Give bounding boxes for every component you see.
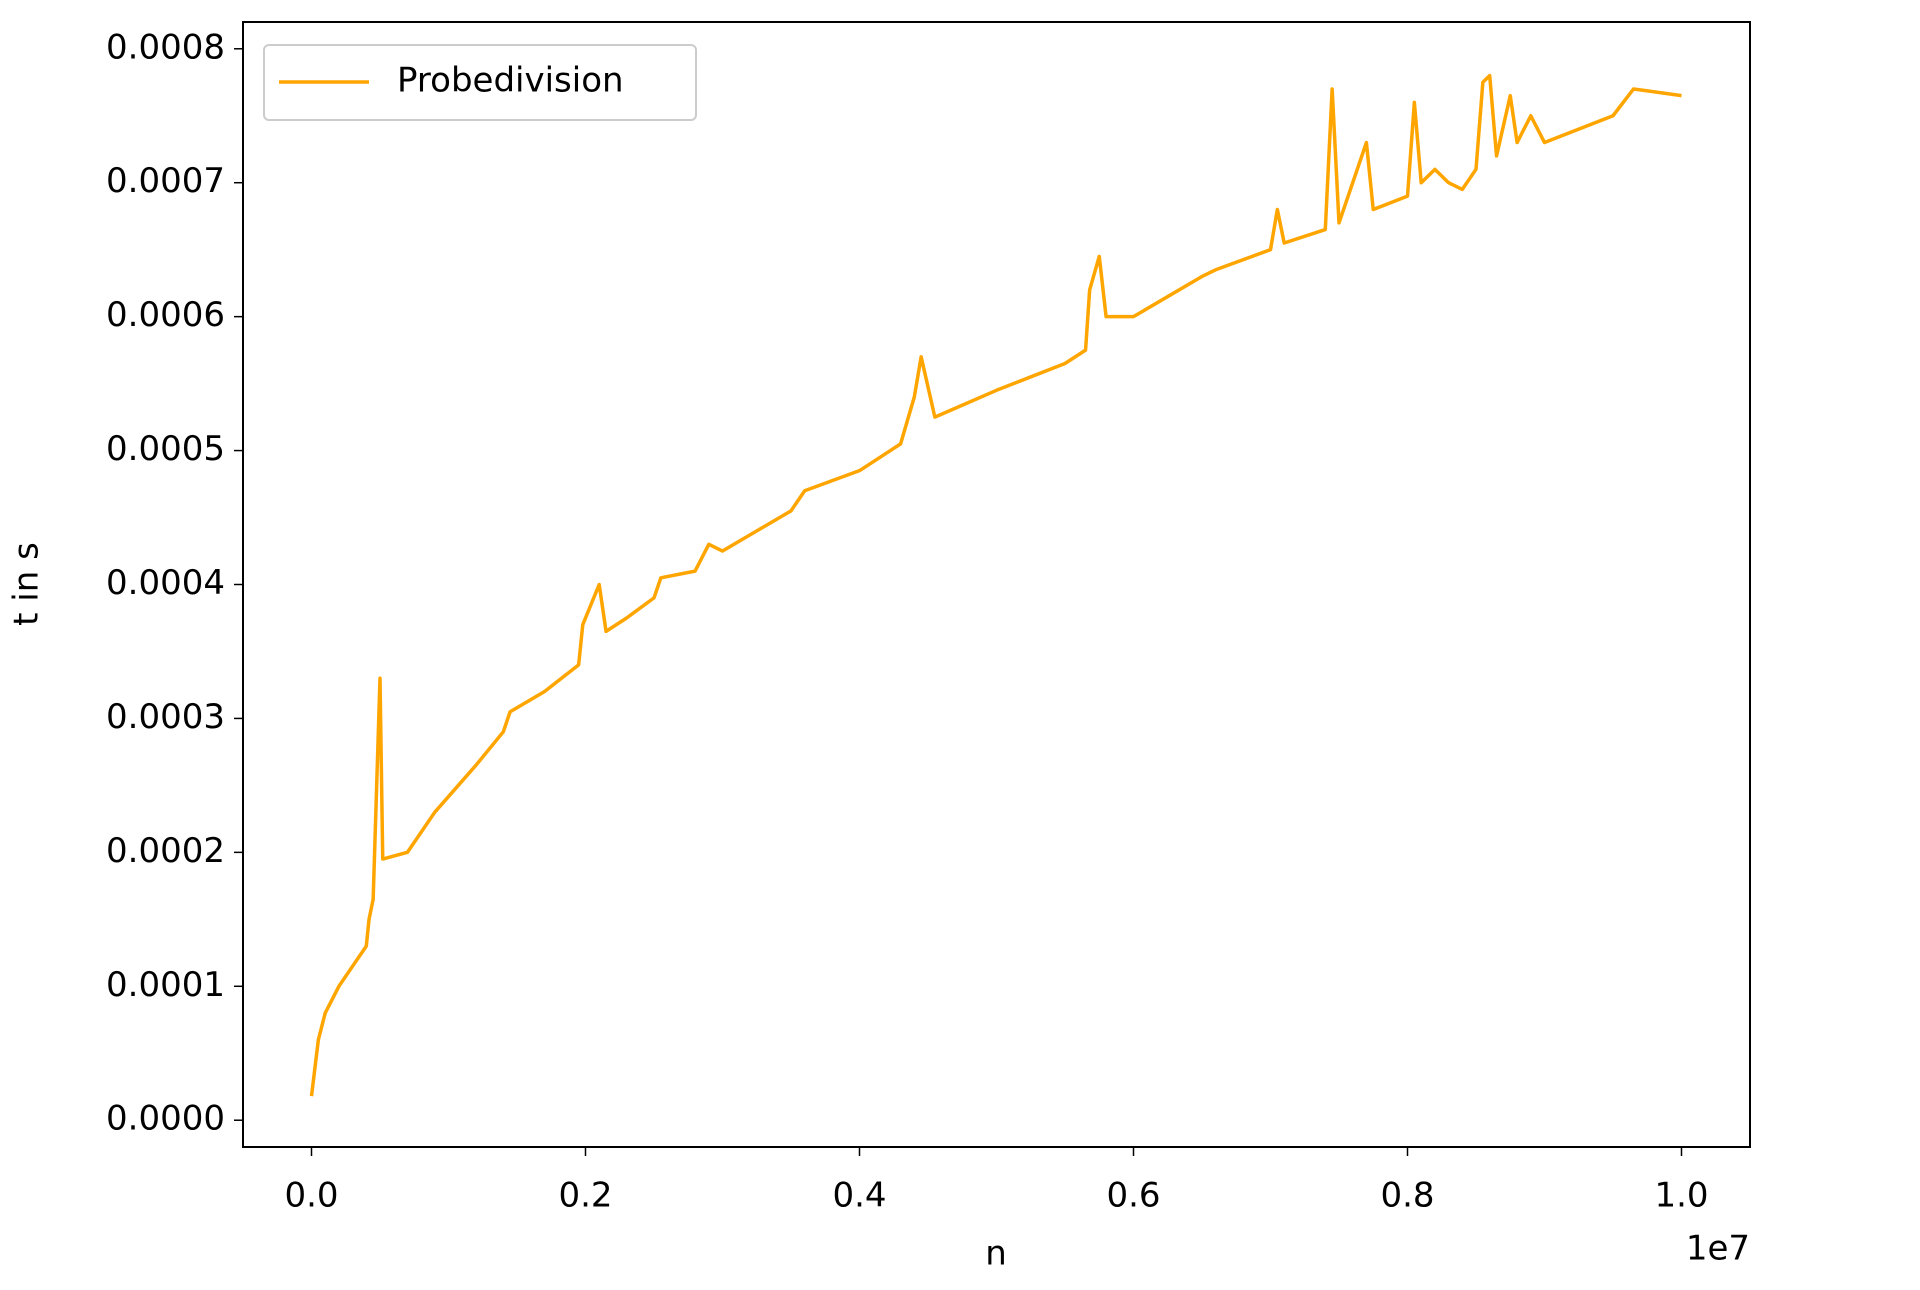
y-tick-label: 0.0006 (106, 295, 225, 335)
x-tick-label: 0.0 (284, 1176, 338, 1216)
y-tick-label: 0.0002 (106, 831, 225, 871)
x-offset-label: 1e7 (1686, 1229, 1750, 1269)
x-axis-label: n (985, 1234, 1007, 1274)
y-tick-label: 0.0007 (106, 161, 225, 201)
y-tick-label: 0.0008 (106, 27, 225, 67)
y-tick-label: 0.0001 (106, 965, 225, 1005)
legend-box (263, 44, 697, 121)
line (309, 73, 1682, 1097)
x-tick-label: 0.2 (558, 1176, 612, 1216)
plot-frame (242, 21, 1751, 1148)
legend-label: Probedivision (397, 61, 624, 101)
y-tick-label: 0.0004 (106, 563, 225, 603)
x-tick-label: 0.8 (1380, 1176, 1434, 1216)
y-tick-label: 0.0000 (106, 1099, 225, 1139)
y-axis-label: t in s (7, 542, 47, 626)
x-tick-label: 0.6 (1106, 1176, 1160, 1216)
x-tick-label: 0.4 (832, 1176, 886, 1216)
y-tick-label: 0.0005 (106, 429, 225, 469)
y-tick-label: 0.0003 (106, 697, 225, 737)
x-tick-label: 1.0 (1654, 1176, 1708, 1216)
